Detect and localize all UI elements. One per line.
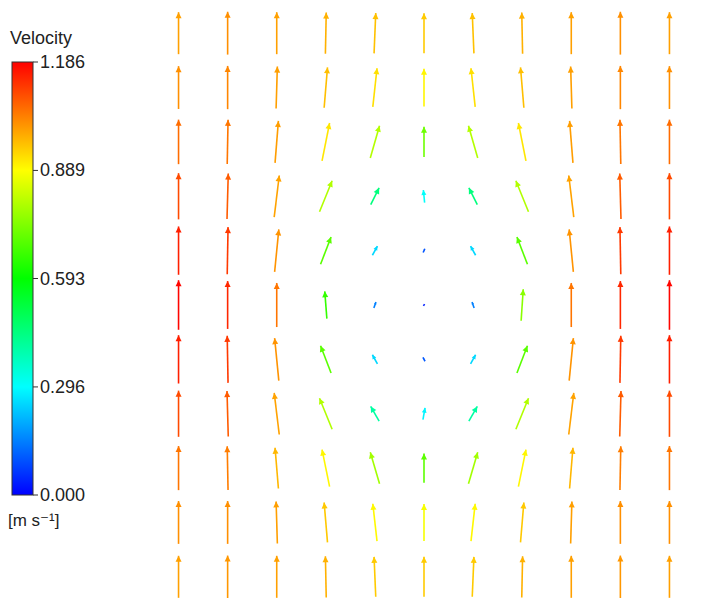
svg-text:1.186: 1.186 (40, 52, 85, 72)
svg-text:0.593: 0.593 (40, 269, 85, 289)
svg-text:0.296: 0.296 (40, 377, 85, 397)
svg-text:Velocity: Velocity (10, 28, 72, 48)
svg-text:[m s⁻¹]: [m s⁻¹] (8, 511, 59, 530)
svg-text:0.889: 0.889 (40, 160, 85, 180)
svg-text:0.000: 0.000 (40, 485, 85, 505)
